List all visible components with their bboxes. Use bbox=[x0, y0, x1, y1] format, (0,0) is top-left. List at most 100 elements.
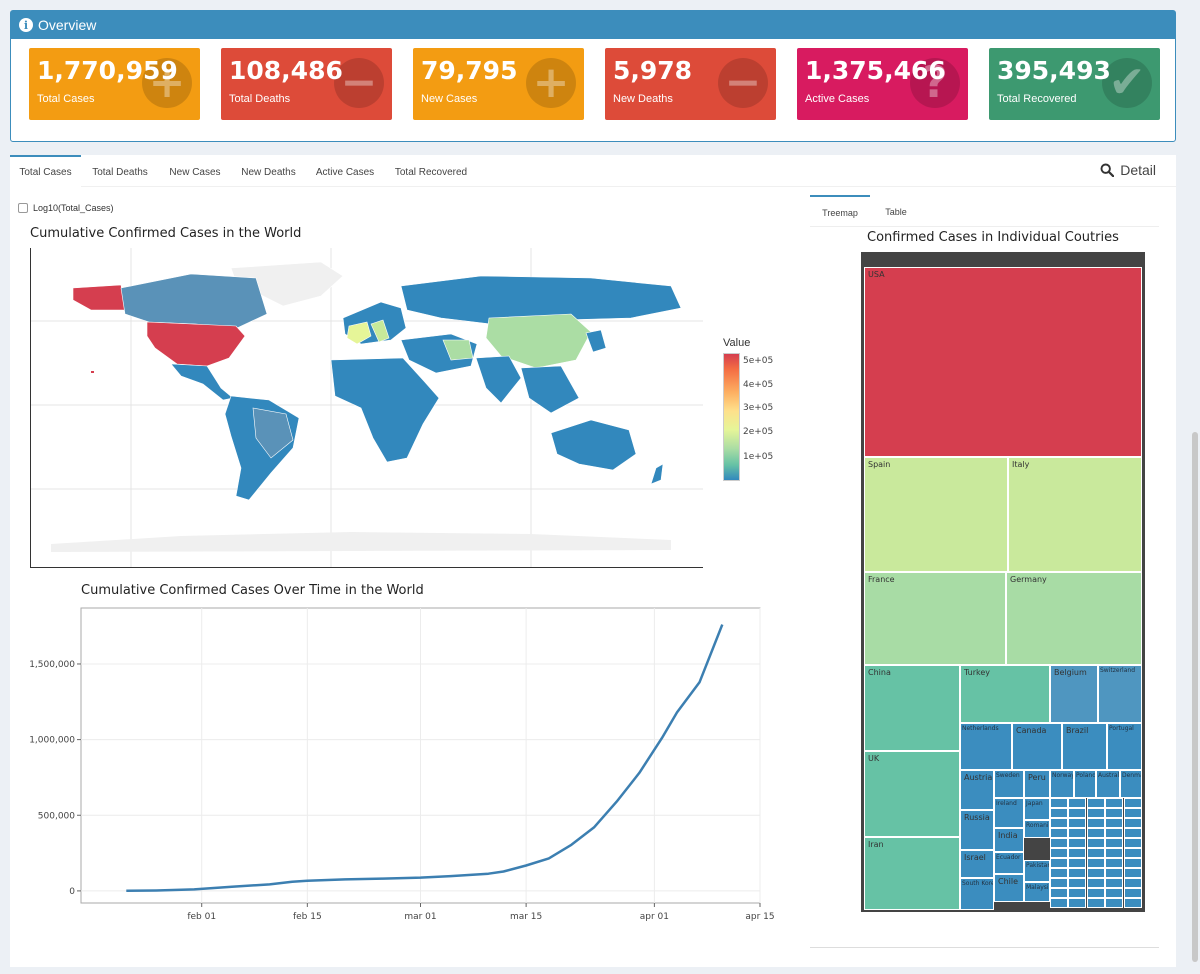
treemap-cell-small[interactable] bbox=[1086, 848, 1105, 858]
treemap-cell-small[interactable] bbox=[1068, 858, 1087, 868]
treemap-cell-small[interactable] bbox=[1123, 838, 1142, 848]
treemap-cell-small[interactable] bbox=[1050, 808, 1068, 818]
treemap-cell-small[interactable] bbox=[1086, 808, 1105, 818]
treemap-cell-poland[interactable]: Poland bbox=[1074, 770, 1096, 798]
treemap-cell-small[interactable] bbox=[1123, 878, 1142, 888]
treemap-cell-small[interactable] bbox=[1086, 828, 1105, 838]
treemap-cell-small[interactable] bbox=[1050, 798, 1068, 808]
treemap-cell-small[interactable] bbox=[1105, 828, 1124, 838]
treemap-cell-india[interactable]: India bbox=[994, 828, 1024, 852]
treemap-cell-small[interactable] bbox=[1086, 868, 1105, 878]
treemap-cell-small[interactable] bbox=[1123, 808, 1142, 818]
treemap-cell-southkorea[interactable]: South Korea bbox=[960, 878, 994, 910]
tab-total-deaths[interactable]: Total Deaths bbox=[92, 167, 148, 178]
line-chart[interactable]: feb 01 feb 15 mar 01 mar 15 apr 01 apr 15 0 500… bbox=[10, 595, 790, 965]
treemap-cell-small[interactable] bbox=[1068, 808, 1087, 818]
treemap-cell-small[interactable] bbox=[1068, 838, 1087, 848]
hawaii-shape[interactable] bbox=[91, 371, 94, 373]
treemap-cell-small[interactable] bbox=[1068, 848, 1087, 858]
treemap-cell-small[interactable] bbox=[1086, 878, 1105, 888]
india-shape[interactable] bbox=[475, 355, 522, 404]
treemap-cell-small[interactable] bbox=[1105, 798, 1124, 808]
treemap-cell-usa[interactable]: USA bbox=[864, 267, 1142, 457]
tab-table[interactable]: Table bbox=[885, 207, 907, 217]
treemap-cell-small[interactable] bbox=[1068, 818, 1087, 828]
alaska-shape[interactable] bbox=[72, 284, 126, 311]
treemap-cell-small[interactable] bbox=[1050, 868, 1068, 878]
log-checkbox[interactable] bbox=[18, 203, 28, 213]
tab-active-cases[interactable]: Active Cases bbox=[315, 167, 375, 178]
treemap-cell-sweden[interactable]: Sweden bbox=[994, 770, 1024, 798]
treemap-cell-switzerland[interactable]: Switzerland bbox=[1098, 665, 1142, 723]
tab-new-cases[interactable]: New Cases bbox=[169, 167, 221, 178]
treemap-cell-peru[interactable]: Peru bbox=[1024, 770, 1050, 798]
treemap-cell-small[interactable] bbox=[1086, 838, 1105, 848]
treemap-cell-small[interactable] bbox=[1105, 838, 1124, 848]
treemap-cell-austria[interactable]: Austria bbox=[960, 770, 994, 810]
treemap-cell-small[interactable] bbox=[1086, 898, 1105, 908]
treemap-cell-small[interactable] bbox=[1105, 818, 1124, 828]
brazil-shape[interactable] bbox=[252, 407, 294, 459]
japan-korea-shape[interactable] bbox=[585, 329, 607, 353]
canada-shape[interactable] bbox=[120, 273, 268, 329]
treemap-cell-small[interactable] bbox=[1068, 868, 1087, 878]
treemap-cell-turkey[interactable]: Turkey bbox=[960, 665, 1050, 723]
mexico-shape[interactable] bbox=[170, 363, 234, 401]
treemap-cell-germany[interactable]: Germany bbox=[1006, 572, 1142, 665]
treemap-cell-china[interactable]: China bbox=[864, 665, 960, 751]
treemap-cell-romania[interactable]: Romania bbox=[1024, 820, 1050, 838]
treemap-cell-denmark[interactable]: Denmark bbox=[1120, 770, 1142, 798]
italy-germany-shape[interactable] bbox=[370, 319, 390, 343]
treemap-cell-malaysia[interactable]: Malaysia bbox=[1024, 882, 1050, 902]
treemap-cell-small[interactable] bbox=[1123, 858, 1142, 868]
treemap-cell-small[interactable] bbox=[1105, 878, 1124, 888]
iran-shape[interactable] bbox=[442, 339, 474, 361]
treemap-cell-small[interactable] bbox=[1105, 868, 1124, 878]
treemap[interactable]: USA Spain Italy France Germany China UK Iran Tur… bbox=[861, 252, 1145, 912]
treemap-cell-small[interactable] bbox=[1050, 878, 1068, 888]
treemap-cell-small[interactable] bbox=[1068, 888, 1087, 898]
treemap-cell-ireland[interactable]: Ireland bbox=[994, 798, 1024, 828]
treemap-cell-small[interactable] bbox=[1123, 868, 1142, 878]
treemap-cell-russia[interactable]: Russia bbox=[960, 810, 994, 850]
treemap-cell-small[interactable] bbox=[1105, 848, 1124, 858]
treemap-cell-small[interactable] bbox=[1068, 798, 1087, 808]
treemap-cell-small[interactable] bbox=[1068, 828, 1087, 838]
treemap-cell-brazil[interactable]: Brazil bbox=[1062, 723, 1107, 770]
treemap-cell-small[interactable] bbox=[1050, 888, 1068, 898]
treemap-cell-israel[interactable]: Israel bbox=[960, 850, 994, 878]
treemap-cell-pakistan[interactable]: Pakistan bbox=[1024, 860, 1050, 882]
china-shape[interactable] bbox=[485, 313, 592, 369]
treemap-cell-small[interactable] bbox=[1050, 858, 1068, 868]
treemap-cell-small[interactable] bbox=[1105, 898, 1124, 908]
treemap-cell-small[interactable] bbox=[1068, 898, 1087, 908]
spain-france-shape[interactable] bbox=[346, 321, 372, 345]
treemap-cell-small[interactable] bbox=[1123, 818, 1142, 828]
treemap-cell-small[interactable] bbox=[1123, 798, 1142, 808]
tab-new-deaths[interactable]: New Deaths bbox=[241, 167, 296, 178]
tab-total-cases[interactable]: Total Cases bbox=[10, 155, 81, 187]
treemap-cell-japan[interactable]: Japan bbox=[1024, 798, 1050, 820]
treemap-cell-small[interactable] bbox=[1086, 818, 1105, 828]
treemap-cell-small[interactable] bbox=[1123, 888, 1142, 898]
treemap-cell-france[interactable]: France bbox=[864, 572, 1006, 665]
treemap-cell-canada[interactable]: Canada bbox=[1012, 723, 1062, 770]
treemap-cell-small[interactable] bbox=[1105, 808, 1124, 818]
treemap-cell-small[interactable] bbox=[1123, 828, 1142, 838]
treemap-cell-small[interactable] bbox=[1050, 828, 1068, 838]
detail-button[interactable]: Detail bbox=[1100, 162, 1156, 178]
southeast-asia-shape[interactable] bbox=[520, 365, 580, 414]
treemap-cell-iran[interactable]: Iran bbox=[864, 837, 960, 910]
russia-shape[interactable] bbox=[400, 275, 682, 325]
log-toggle[interactable]: Log10(Total_Cases) bbox=[18, 203, 114, 213]
tab-treemap[interactable]: Treemap bbox=[810, 195, 870, 227]
new-zealand-shape[interactable] bbox=[650, 463, 664, 485]
treemap-cell-small[interactable] bbox=[1068, 878, 1087, 888]
treemap-cell-small[interactable] bbox=[1050, 818, 1068, 828]
usa-shape[interactable] bbox=[146, 321, 246, 367]
treemap-cell-chile[interactable]: Chile bbox=[994, 874, 1024, 902]
treemap-cell-norway[interactable]: Norway bbox=[1050, 770, 1074, 798]
treemap-cell-spain[interactable]: Spain bbox=[864, 457, 1008, 572]
treemap-cell-small[interactable] bbox=[1123, 848, 1142, 858]
treemap-cell-small[interactable] bbox=[1086, 798, 1105, 808]
